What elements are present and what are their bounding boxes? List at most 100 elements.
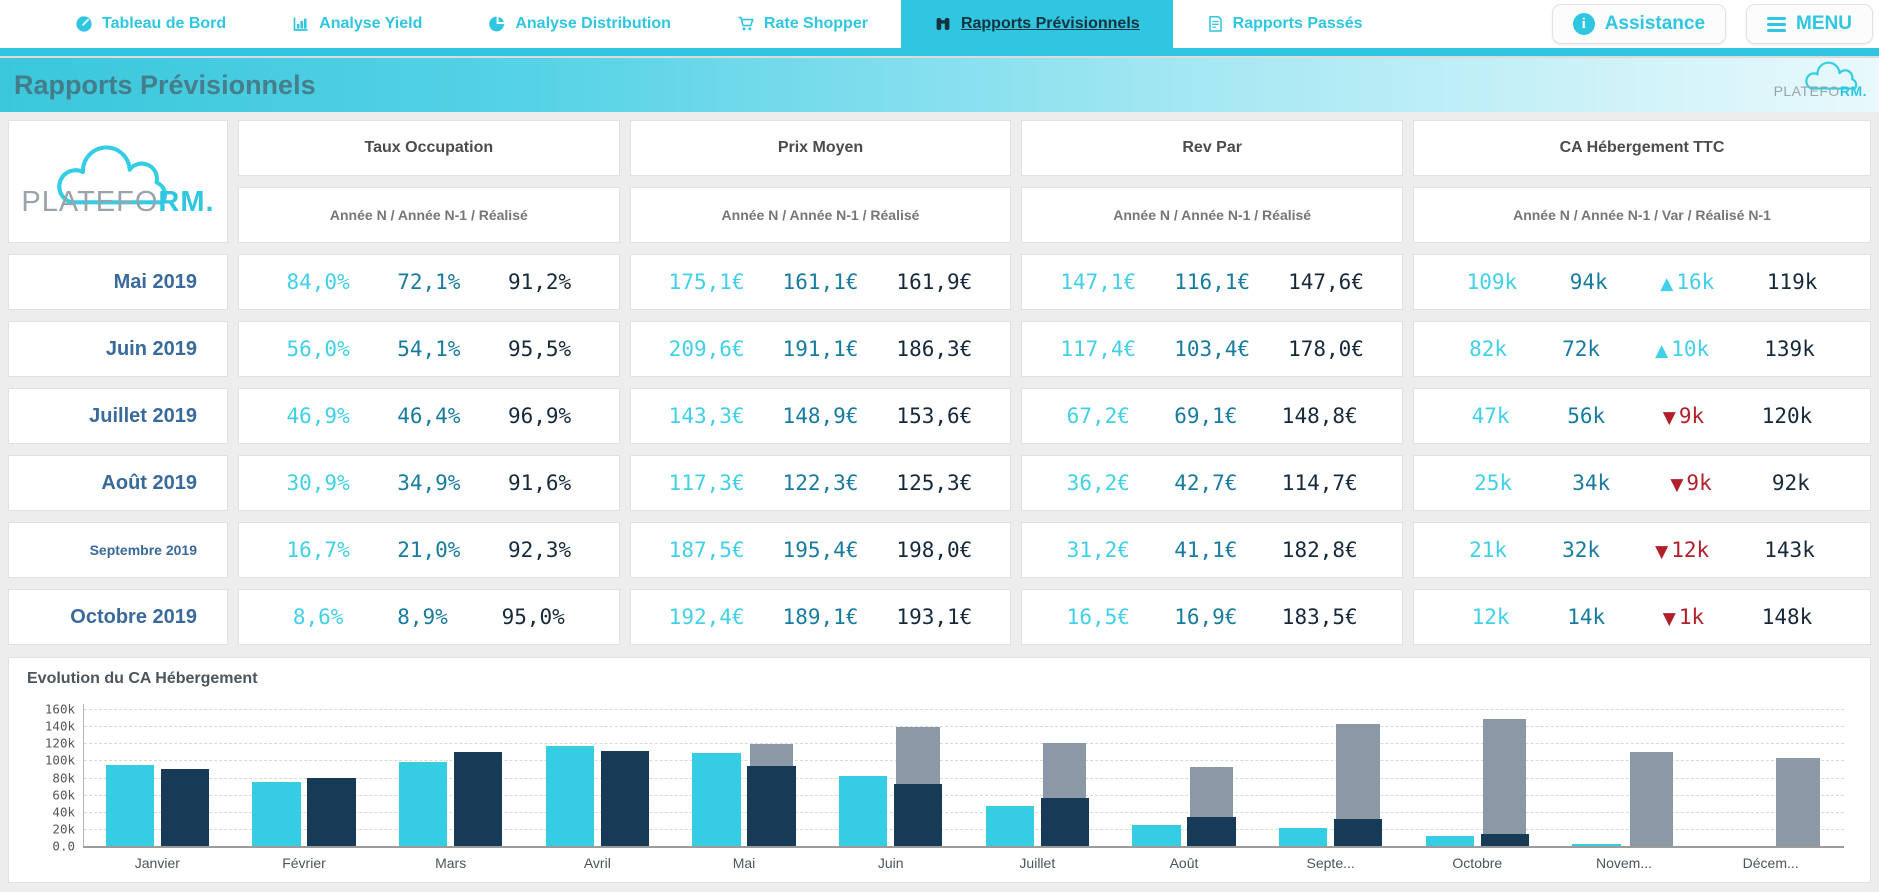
- taux-realise: 91,6%: [507, 471, 572, 495]
- column-subheader-taux-occupation: Année N / Année N-1 / Réalisé: [238, 187, 620, 243]
- month-label: Août 2019: [101, 471, 197, 494]
- revpar-annee-n1: 103,4€: [1174, 337, 1251, 361]
- ca-realise-n1: 92k: [1771, 471, 1810, 495]
- revpar-annee-n1: 42,7€: [1174, 471, 1238, 495]
- taux-annee-n: 16,7%: [286, 538, 350, 562]
- revpar-values-juin-2019: 117,4€ 103,4€ 178,0€: [1021, 321, 1403, 377]
- x-axis-label-juillet: Juillet: [1019, 855, 1056, 871]
- bar-annee-n-aout[interactable]: [1132, 824, 1181, 846]
- bar-realise-n1-decem[interactable]: [1776, 757, 1820, 846]
- x-axis-label-septe: Septe...: [1306, 855, 1355, 871]
- nav-item-rate-shopper[interactable]: Rate Shopper: [704, 0, 901, 48]
- nav-item-label: Tableau de Bord: [102, 15, 227, 32]
- bar-realise-n1-octobre[interactable]: [1483, 719, 1527, 846]
- revpar-realise: 178,0€: [1288, 337, 1364, 361]
- gridline: [84, 811, 1844, 813]
- bar-annee-n-avril[interactable]: [545, 745, 595, 846]
- x-axis-label-juin: Juin: [877, 855, 904, 871]
- taux-values-octobre-2019: 8,6% 8,9% 95,0%: [238, 589, 620, 645]
- bar-annee-n1-avril[interactable]: [600, 751, 649, 846]
- main-content: PLATEFORM. Taux Occupation Année N / Année…: [0, 112, 1879, 891]
- bar-chart[interactable]: 160k 140k 120k 100k 80k 60k 40k 20k 0.0 Janvier Fé…: [45, 702, 1844, 871]
- month-label: Juin 2019: [105, 337, 197, 360]
- plateform-logo-small: PLATEFORM.: [1774, 61, 1867, 99]
- menu-label: MENU: [1796, 13, 1852, 34]
- revpar-annee-n1: 69,1€: [1174, 404, 1238, 428]
- bar-annee-n-janvier[interactable]: [105, 764, 155, 846]
- month-label: Septembre 2019: [89, 542, 197, 558]
- bar-annee-n1-octobre[interactable]: [1480, 834, 1529, 846]
- ca-annee-n: 25k: [1474, 471, 1513, 495]
- bar-annee-n1-aout[interactable]: [1187, 816, 1236, 846]
- nav-item-label: Rapports Prévisionnels: [960, 15, 1140, 32]
- prix-values-juillet-2019: 143,3€ 148,9€ 153,6€: [629, 388, 1012, 444]
- arrow-down-icon: ▼: [1670, 475, 1684, 495]
- hamburger-icon: [1767, 16, 1787, 32]
- bar-annee-n1-mai[interactable]: [747, 765, 796, 846]
- nav-item-analyse-distribution[interactable]: Analyse Distribution: [455, 0, 704, 48]
- revpar-annee-n: 31,2€: [1066, 538, 1130, 562]
- ca-values-juillet-2019: 47k 56k ▼ 9k 120k: [1413, 388, 1871, 444]
- bar-annee-n-novem[interactable]: [1572, 844, 1621, 846]
- taux-values-aout-2019: 30,9% 34,9% 91,6%: [238, 455, 620, 511]
- revpar-values-septembre-2019: 31,2€ 41,1€ 182,8€: [1021, 522, 1403, 578]
- arrow-down-icon: ▼: [1655, 542, 1669, 562]
- taux-values-septembre-2019: 16,7% 21,0% 92,3%: [238, 522, 620, 578]
- y-axis-tick-label: 60k: [52, 787, 75, 803]
- revpar-annee-n: 36,2€: [1066, 471, 1130, 495]
- bar-annee-n1-juin[interactable]: [893, 784, 943, 846]
- cloud-icon: [1801, 61, 1867, 98]
- plateform-logo-large: PLATEFORM.: [8, 120, 228, 243]
- y-axis-tick-label: 160k: [44, 701, 75, 717]
- bar-annee-n1-septe[interactable]: [1333, 818, 1383, 846]
- revpar-annee-n: 16,5€: [1066, 605, 1130, 629]
- taux-values-juillet-2019: 46,9% 46,4% 96,9%: [238, 388, 620, 444]
- bar-annee-n1-janvier[interactable]: [160, 769, 209, 846]
- bar-annee-n-mai[interactable]: [692, 752, 741, 846]
- taux-realise: 91,2%: [507, 270, 572, 294]
- ca-annee-n: 21k: [1469, 538, 1508, 562]
- revpar-realise: 147,6€: [1288, 270, 1364, 294]
- nav-item-analyse-yield[interactable]: Analyse Yield: [259, 0, 455, 48]
- ca-variation: ▲ 16k: [1660, 270, 1714, 294]
- nav-actions: i Assistance MENU: [1551, 0, 1879, 48]
- nav-item-rapports-previsionnels[interactable]: Rapports Prévisionnels: [900, 0, 1173, 48]
- y-axis-tick-label: 0.0: [52, 838, 75, 854]
- row-label-juin-2019: Juin 2019: [8, 321, 228, 377]
- gauge-icon: [75, 15, 93, 33]
- bar-annee-n1-mars[interactable]: [453, 751, 503, 846]
- bar-annee-n1-fevrier[interactable]: [307, 778, 356, 846]
- column-subheader-label: Année N / Année N-1 / Réalisé: [721, 207, 920, 223]
- prix-realise: 186,3€: [896, 337, 973, 361]
- prix-annee-n: 175,1€: [668, 270, 745, 294]
- bar-realise-n1-novem[interactable]: [1629, 751, 1673, 846]
- prix-annee-n1: 191,1€: [782, 337, 859, 361]
- arrow-up-icon: ▲: [1655, 341, 1669, 361]
- bar-annee-n-octobre[interactable]: [1425, 835, 1475, 846]
- row-label-aout-2019: Août 2019: [8, 455, 228, 511]
- revpar-annee-n1: 16,9€: [1174, 605, 1238, 629]
- ca-variation: ▼ 1k: [1663, 605, 1704, 629]
- bar-annee-n-fevrier[interactable]: [252, 781, 301, 846]
- bar-annee-n-juin[interactable]: [839, 775, 888, 846]
- nav-item-rapports-passes[interactable]: Rapports Passés: [1173, 0, 1396, 48]
- bar-annee-n-juillet[interactable]: [985, 805, 1035, 846]
- revpar-realise: 114,7€: [1281, 471, 1358, 495]
- nav-item-tableau-de-bord[interactable]: Tableau de Bord: [42, 0, 259, 48]
- column-subheader-label: Année N / Année N-1 / Réalisé: [1113, 207, 1312, 223]
- bar-annee-n1-juillet[interactable]: [1040, 798, 1089, 846]
- menu-button[interactable]: MENU: [1746, 4, 1873, 44]
- bar-annee-n-septe[interactable]: [1279, 828, 1328, 846]
- brand-text: PLATEFO: [21, 186, 159, 219]
- nav-items: Tableau de Bord Analyse Yield Analyse Dist…: [0, 0, 1552, 48]
- bar-annee-n-mars[interactable]: [399, 762, 448, 846]
- ca-variation: ▼ 9k: [1663, 404, 1704, 428]
- info-icon: i: [1572, 13, 1595, 35]
- prix-annee-n: 187,5€: [668, 538, 745, 562]
- y-axis-tick-label: 20k: [52, 821, 75, 837]
- assistance-button[interactable]: i Assistance: [1551, 4, 1727, 44]
- y-axis-tick-label: 80k: [52, 770, 75, 786]
- ca-variation-value: 16k: [1676, 270, 1715, 294]
- arrow-down-icon: ▼: [1662, 408, 1676, 428]
- prix-annee-n1: 148,9€: [782, 404, 859, 428]
